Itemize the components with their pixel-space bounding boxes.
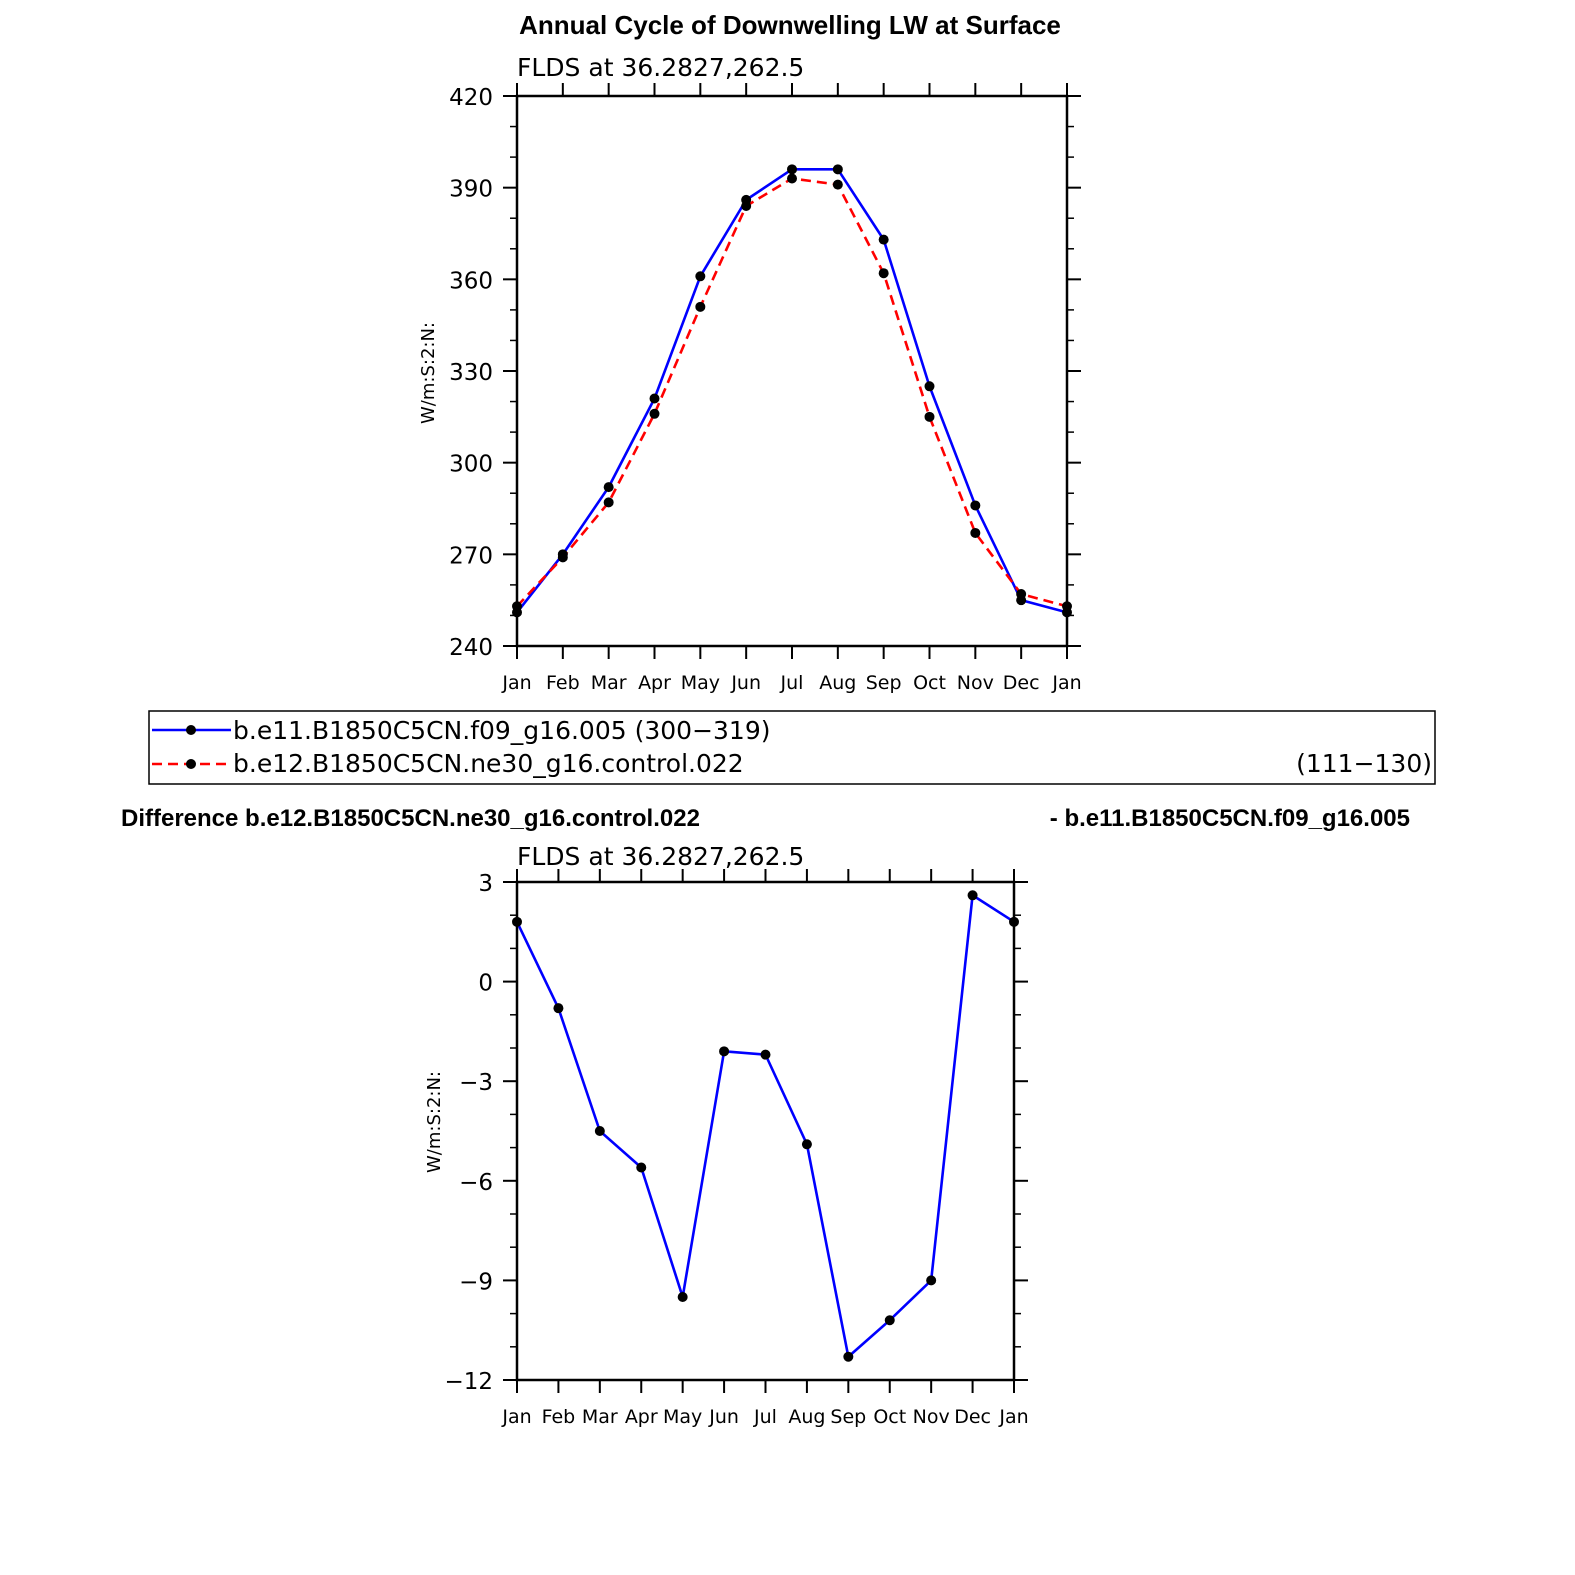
top-x-tick-label: Jan [501,672,531,694]
bottom-y-tick-label: −6 [459,1170,493,1196]
top-series-2-point [695,301,706,312]
top-y-tick-label: 420 [449,85,493,111]
bottom-plot-frame [515,880,1016,1382]
top-y-tick-label: 240 [449,635,493,661]
top-x-tick-label: Dec [1003,672,1040,694]
top-series-1-line [515,168,1068,614]
top-series-1-point [695,271,706,282]
top-series-1-point [924,381,935,392]
top-series-1-point [787,164,797,175]
bottom-y-axis-label: W/m:S:2:N: [424,1071,445,1173]
bottom-x-tick-label: Oct [873,1406,906,1428]
top-series-2-point [878,268,889,279]
bottom-series-1-point [926,1275,937,1286]
bottom-y-tick-label: −12 [444,1369,493,1395]
bottom-series-1-point [843,1351,854,1362]
bottom-series-1-point [719,1046,730,1057]
bottom-y-tick-label: 0 [478,971,493,997]
top-series-2-line [516,177,1068,608]
difference-line-chart: Jan Feb Mar Apr May Jun Jul Aug Sep Oct Nov Dec Jan−… [444,869,1029,1428]
bottom-y-tick-label: −3 [459,1070,493,1096]
bottom-series-1-point [801,1139,812,1150]
bottom-y-tick-label: 3 [478,871,493,897]
top-series-2-point [924,411,935,422]
top-series-2-point [1016,589,1027,600]
bottom-y-tick-label: −9 [459,1269,493,1295]
top-series-2-point [832,179,843,190]
bottom-x-tick-label: Jan [998,1406,1028,1428]
top-x-tick-label: Mar [591,672,627,694]
bottom-series-1-point [636,1162,647,1173]
bottom-series-1-point [967,890,978,901]
legend-label-model-2: b.e12.B1850C5CN.ne30_g16.control.022 [233,749,744,778]
top-x-tick-label: Jan [1051,672,1081,694]
top-x-tick-label: Sep [866,672,902,694]
top-series-2-point [1062,601,1072,612]
bottom-x-tick-label: Apr [625,1406,658,1428]
top-series-1-point [832,164,843,175]
top-chart-title: Annual Cycle of Downwelling LW at Surfac… [519,10,1061,40]
legend-marker-blue [186,725,196,735]
top-series-2-point [512,601,522,612]
bottom-x-tick-label: Nov [913,1406,950,1428]
bottom-chart-title-right: - b.e11.B1850C5CN.f09_g16.005 [1050,805,1410,832]
legend-label-model-1: b.e11.B1850C5CN.f09_g16.005 (300−319) [233,716,771,745]
bottom-x-tick-label: Feb [542,1406,576,1428]
bottom-x-tick-label: Sep [830,1406,866,1428]
top-chart-subtitle: FLDS at 36.2827,262.5 [517,53,804,82]
top-series-2-point [603,497,614,508]
bottom-x-tick-label: Aug [788,1406,825,1428]
top-line-chart: Jan Feb Mar Apr May Jun Jul Aug Sep Oct Nov Dec Jan 2… [449,83,1082,694]
bottom-series-1-point [553,1003,564,1014]
top-x-tick-label: Apr [638,672,671,694]
top-series-2-point [787,173,797,184]
top-y-tick-label: 360 [449,268,493,294]
bottom-x-tick-label: Dec [954,1406,991,1428]
top-y-tick-label: 330 [449,360,493,386]
bottom-x-tick-label: Jan [501,1406,531,1428]
top-series-1-point [878,234,889,245]
bottom-series-1-point [594,1126,605,1136]
top-y-tick-label: 300 [449,452,493,478]
top-series-2-point [649,408,660,419]
top-x-tick-label: Jul [780,672,804,694]
legend: b.e11.B1850C5CN.f09_g16.005 (300−319) b.… [148,710,1436,785]
bottom-series-1-point [1009,916,1019,927]
top-y-tick-label: 270 [449,543,493,569]
top-x-tick-label: Jun [730,672,761,694]
bottom-series-1-point [512,916,522,927]
top-x-tick-label: Nov [957,672,994,694]
bottom-series-1-point [884,1315,895,1326]
bottom-chart-subtitle: FLDS at 36.2827,262.5 [517,842,804,871]
top-y-axis-label: W/m:S:2:N: [418,322,439,424]
top-series-1-point [970,500,981,511]
top-y-tick-label: 390 [449,177,493,203]
top-x-tick-label: Oct [913,672,946,694]
top-series-1-point [649,393,660,404]
bottom-x-tick-label: Jul [753,1406,777,1428]
legend-label-model-2-years: (111−130) [1296,749,1432,778]
bottom-chart-title-left: Difference b.e12.B1850C5CN.ne30_g16.cont… [121,805,700,832]
top-x-tick-label: Aug [819,672,856,694]
bottom-series-1-line [515,893,1015,1359]
bottom-x-tick-label: May [663,1406,702,1428]
bottom-series-1-point [760,1049,771,1060]
top-x-tick-label: Feb [546,672,580,694]
bottom-x-tick-label: Jun [708,1406,739,1428]
legend-box [148,710,1436,785]
legend-marker-red [186,759,196,769]
top-x-tick-label: May [681,672,720,694]
bottom-x-tick-label: Mar [582,1406,618,1428]
top-series-1-point [603,482,614,493]
bottom-series-1-point [677,1292,688,1302]
top-series-2-point [741,201,752,211]
top-series-2-point [557,552,568,563]
top-series-2-point [970,527,981,538]
